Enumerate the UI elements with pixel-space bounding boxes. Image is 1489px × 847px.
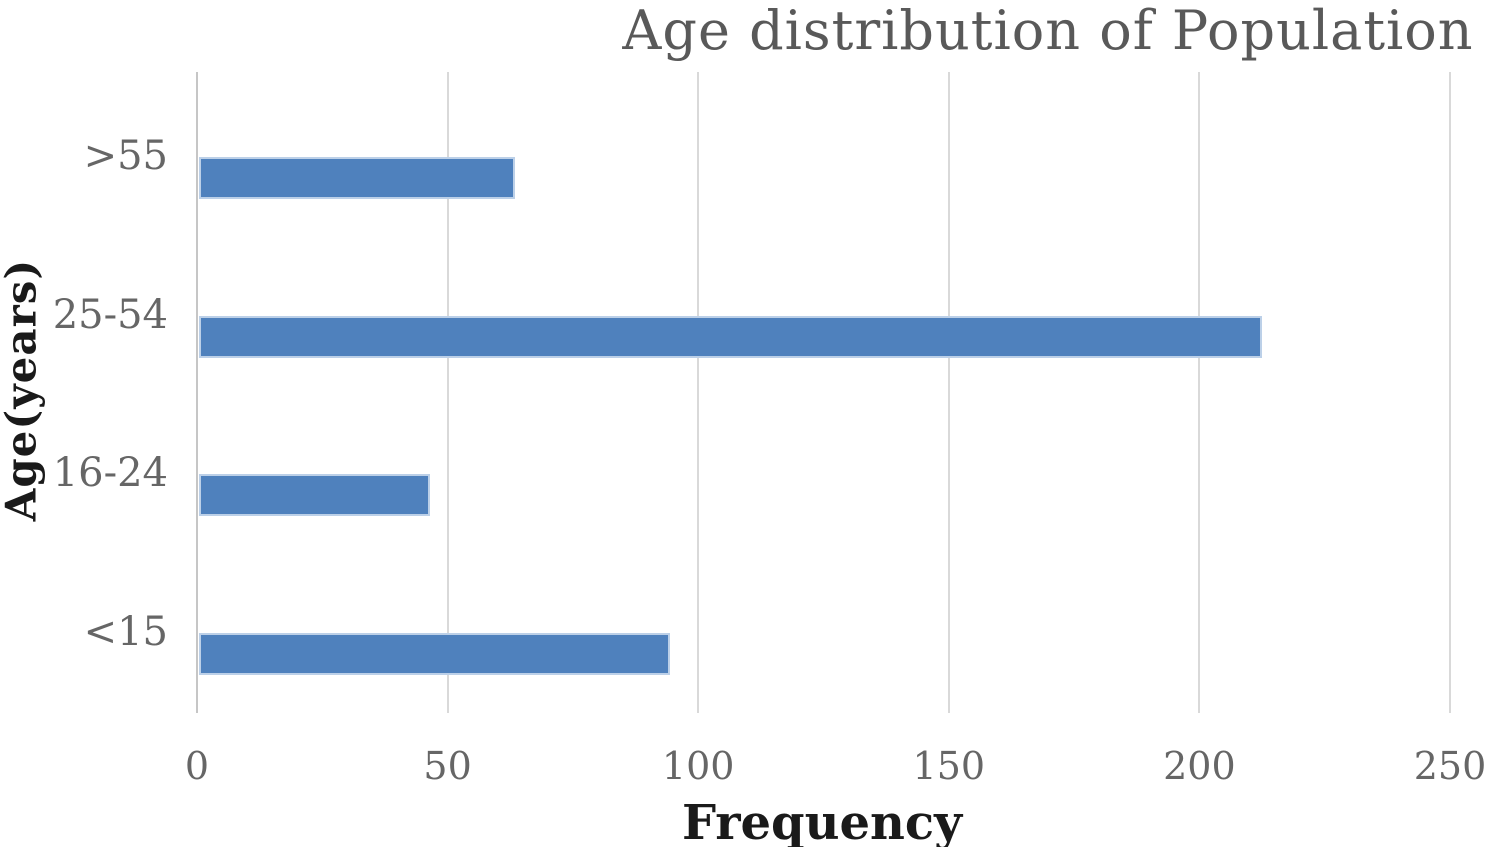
plot-area bbox=[196, 72, 1451, 713]
gridline-100 bbox=[697, 72, 700, 713]
x-tick-label-150: 150 bbox=[912, 744, 986, 788]
category-label-16-24: 16-24 bbox=[52, 450, 168, 497]
bar-25-54 bbox=[199, 315, 1262, 358]
x-tick-label-0: 0 bbox=[184, 744, 210, 788]
x-axis-title: Frequency bbox=[681, 795, 963, 847]
x-tick-label-100: 100 bbox=[661, 744, 735, 788]
bar-16-24 bbox=[199, 474, 430, 517]
category-label-25-54: 25-54 bbox=[52, 291, 168, 338]
gridline-50 bbox=[446, 72, 449, 713]
axis-line bbox=[196, 72, 198, 713]
x-tick-label-250: 250 bbox=[1413, 744, 1487, 788]
bar->55 bbox=[199, 157, 515, 199]
gridline-200 bbox=[1198, 72, 1201, 713]
x-tick-label-200: 200 bbox=[1163, 744, 1236, 788]
category-label-<15: <15 bbox=[83, 609, 168, 656]
chart-title: Age distribution of Population bbox=[622, 0, 1474, 62]
x-tick-label-50: 50 bbox=[423, 744, 472, 788]
gridline-250 bbox=[1449, 72, 1451, 713]
bar-<15 bbox=[199, 633, 671, 676]
category-label->55: >55 bbox=[83, 133, 168, 179]
gridline-150 bbox=[947, 72, 950, 713]
